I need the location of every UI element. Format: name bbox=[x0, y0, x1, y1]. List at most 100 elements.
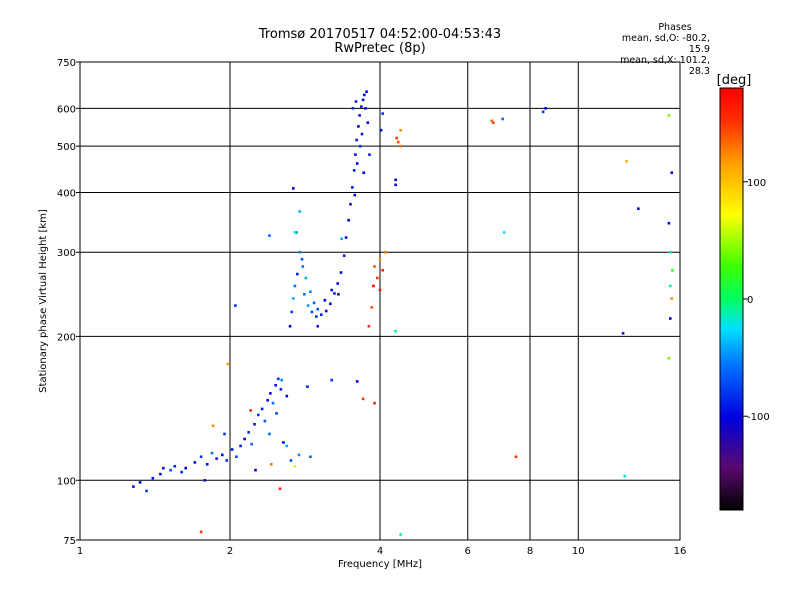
data-point bbox=[235, 455, 238, 459]
data-point bbox=[372, 284, 375, 288]
y-axis-label: Stationary phase Virtual Height [km] bbox=[38, 209, 49, 393]
data-point bbox=[336, 282, 340, 285]
data-point bbox=[282, 441, 285, 444]
data-point bbox=[344, 236, 348, 239]
data-point bbox=[278, 487, 282, 491]
data-point bbox=[275, 412, 278, 415]
data-point bbox=[310, 310, 314, 314]
data-point bbox=[293, 464, 297, 468]
data-point bbox=[301, 265, 305, 268]
data-point bbox=[239, 444, 242, 448]
x-tick-label: 6 bbox=[465, 546, 471, 557]
data-point bbox=[384, 250, 387, 254]
data-point bbox=[667, 356, 671, 360]
data-point bbox=[667, 114, 671, 117]
data-point bbox=[365, 90, 368, 94]
colorbar: [deg] -100 0 100 bbox=[717, 73, 770, 511]
data-point bbox=[132, 485, 135, 488]
data-point bbox=[211, 424, 215, 428]
data-point bbox=[667, 221, 671, 225]
data-point bbox=[159, 472, 162, 476]
data-point bbox=[329, 302, 332, 306]
data-point bbox=[173, 464, 177, 468]
data-point bbox=[669, 250, 672, 254]
data-point bbox=[306, 304, 310, 307]
scatter-points bbox=[132, 90, 674, 536]
data-point bbox=[169, 468, 172, 472]
data-point bbox=[361, 397, 365, 401]
data-point bbox=[360, 132, 364, 136]
data-point bbox=[203, 478, 207, 482]
data-point bbox=[544, 107, 547, 110]
colorbar-tick-label: 100 bbox=[747, 178, 766, 189]
data-point bbox=[269, 392, 272, 395]
x-tick-label: 16 bbox=[674, 546, 687, 557]
data-point bbox=[226, 362, 230, 366]
data-point bbox=[316, 324, 320, 328]
data-point bbox=[351, 186, 354, 189]
data-point bbox=[669, 317, 672, 320]
data-point bbox=[379, 128, 383, 132]
data-point bbox=[193, 461, 197, 464]
data-point bbox=[247, 431, 250, 434]
data-point bbox=[360, 105, 363, 108]
data-point bbox=[274, 384, 277, 387]
grid-lines bbox=[80, 62, 680, 540]
data-point bbox=[184, 466, 188, 470]
data-point bbox=[394, 183, 397, 187]
data-point bbox=[292, 297, 295, 300]
phases-title: Phases bbox=[658, 22, 692, 33]
data-point bbox=[297, 453, 301, 457]
y-tick-label: 100 bbox=[57, 476, 76, 487]
data-point bbox=[358, 114, 361, 117]
data-point bbox=[514, 455, 518, 459]
data-point bbox=[378, 257, 382, 261]
data-point bbox=[138, 481, 142, 484]
data-point bbox=[316, 307, 320, 311]
data-point bbox=[268, 234, 271, 237]
data-point bbox=[381, 268, 384, 272]
data-point bbox=[355, 162, 359, 165]
colorbar-gradient bbox=[719, 87, 744, 511]
data-point bbox=[314, 315, 318, 318]
phases-x-mode: mean, sd,X: 101.2, 28.3 bbox=[620, 55, 710, 77]
data-point bbox=[669, 284, 672, 288]
data-point bbox=[151, 476, 155, 480]
data-point bbox=[309, 455, 312, 459]
data-point bbox=[285, 394, 289, 398]
data-point bbox=[399, 144, 402, 148]
data-point bbox=[671, 268, 674, 272]
data-point bbox=[290, 310, 294, 314]
data-point bbox=[351, 107, 355, 110]
x-tick-label: 8 bbox=[527, 546, 533, 557]
data-point bbox=[263, 419, 267, 423]
data-point bbox=[303, 292, 306, 296]
x-tick-label: 10 bbox=[572, 546, 585, 557]
data-point bbox=[368, 153, 371, 156]
data-point bbox=[340, 237, 343, 241]
data-point bbox=[366, 121, 370, 124]
data-point bbox=[234, 304, 237, 307]
data-point bbox=[205, 463, 209, 466]
data-point bbox=[199, 455, 203, 459]
data-point bbox=[362, 171, 366, 175]
y-tick-label: 200 bbox=[57, 332, 76, 343]
data-point bbox=[323, 298, 327, 302]
data-point bbox=[394, 329, 397, 333]
data-point bbox=[670, 171, 674, 175]
data-point bbox=[330, 288, 334, 292]
data-point bbox=[254, 468, 257, 472]
data-point bbox=[296, 272, 299, 276]
data-point bbox=[362, 93, 366, 97]
data-point bbox=[339, 271, 343, 274]
y-axis-ticks: 75 100 200 300 400 500 600 750 bbox=[57, 58, 80, 547]
colorbar-tick-label: -100 bbox=[747, 412, 770, 423]
data-point bbox=[230, 448, 234, 451]
colorbar-label: [deg] bbox=[717, 73, 752, 88]
data-point bbox=[395, 136, 398, 140]
data-point bbox=[298, 250, 302, 254]
data-point bbox=[399, 128, 402, 132]
data-point bbox=[199, 530, 203, 534]
data-point bbox=[293, 284, 297, 288]
